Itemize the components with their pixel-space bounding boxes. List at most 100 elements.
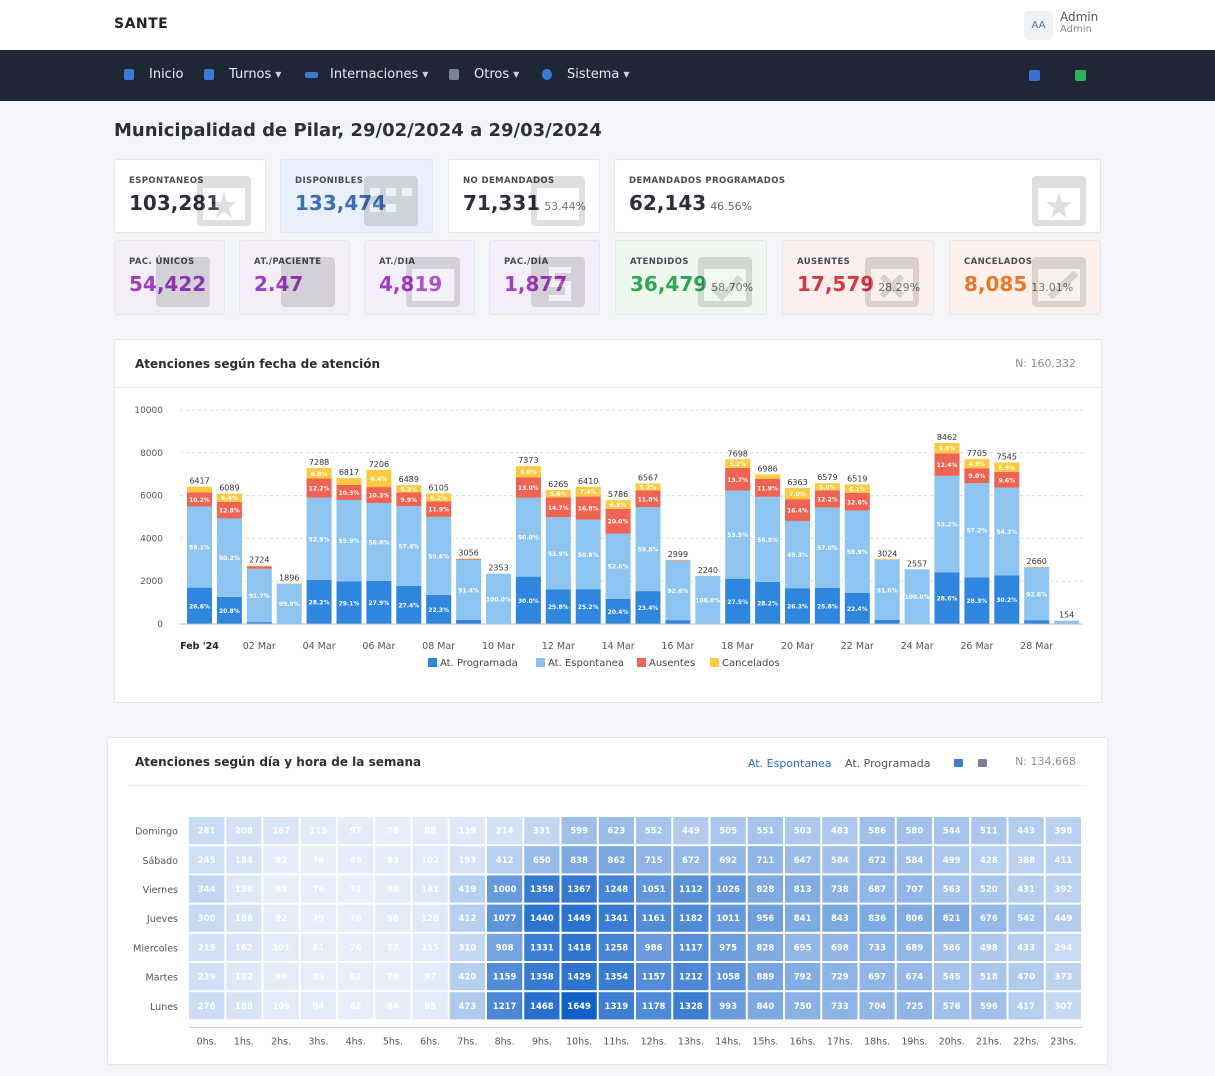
heatmap-cell <box>636 963 672 991</box>
cell-label: 208 <box>235 827 253 837</box>
card-no-demandados: NO DEMANDADOS 71,33153.44% <box>448 159 600 233</box>
data-label: 9.9% <box>400 497 417 504</box>
total-label: 5786 <box>608 490 628 499</box>
heatmap-cell <box>971 817 1007 845</box>
cell-label: 88 <box>424 827 436 837</box>
data-label: 91.7% <box>249 593 270 600</box>
data-label: 28.2% <box>309 600 330 607</box>
cell-label: 687 <box>868 885 886 895</box>
cell-label: 78 <box>350 914 362 924</box>
data-label: 28.2% <box>757 600 778 607</box>
brand-logo[interactable]: SANTE <box>114 16 169 32</box>
bar-segment <box>605 508 631 534</box>
spreadsheet-icon[interactable] <box>1075 70 1086 81</box>
panel-title: Atenciones según día y hora de la semana <box>135 755 422 769</box>
bar-segment <box>695 576 721 624</box>
calendar-alt-icon[interactable] <box>978 759 987 767</box>
chevron-down-icon: ▼ <box>422 70 429 79</box>
avatar[interactable]: AA <box>1024 11 1053 40</box>
bar-segment <box>306 580 332 624</box>
heatmap-cell <box>300 933 336 961</box>
heatmap-cell <box>263 933 299 961</box>
y-tick-label: Martes <box>146 973 178 984</box>
bar-segment <box>426 594 452 624</box>
data-label: 13.7% <box>727 477 748 484</box>
nav-label: Inicio <box>149 67 184 82</box>
cell-label: 115 <box>421 943 439 953</box>
cell-label: 1331 <box>530 943 554 953</box>
bar-segment <box>426 493 452 502</box>
x-tick-label: 0hs. <box>197 1036 217 1047</box>
calendar-five-icon <box>531 257 585 307</box>
card-value: 133,474 <box>295 191 387 215</box>
nav-item-inicio[interactable]: Inicio <box>124 67 183 82</box>
heatmap-cell <box>1045 875 1081 903</box>
cell-label: 132 <box>235 973 253 983</box>
cell-label: 115 <box>310 827 328 837</box>
heatmap-cell <box>1008 846 1044 874</box>
cell-label: 707 <box>906 885 924 895</box>
nav-item-turnos[interactable]: Turnos ▼ <box>204 67 281 82</box>
toggle-programada[interactable]: At. Programada <box>845 757 931 770</box>
x-tick-label: 15hs. <box>752 1036 778 1047</box>
user-menu[interactable]: Admin Admin <box>1060 10 1098 35</box>
total-label: 3056 <box>458 549 478 558</box>
heatmap-cell <box>338 846 374 874</box>
heatmap-cell <box>636 904 672 932</box>
cell-label: 1258 <box>605 943 629 953</box>
heatmap-cell <box>673 875 709 903</box>
heatmap-cell <box>598 817 634 845</box>
map-icon[interactable] <box>1029 70 1040 81</box>
calendar-icon <box>406 257 460 307</box>
bar-segment <box>665 559 691 561</box>
cell-label: 647 <box>794 856 812 866</box>
bar-segment <box>216 518 242 597</box>
heatmap-cell <box>1008 904 1044 932</box>
data-label: 59.1% <box>189 545 210 552</box>
panel-title: Atenciones según fecha de atención <box>135 357 381 371</box>
heatmap-cell <box>673 846 709 874</box>
cell-label: 672 <box>868 856 886 866</box>
heatmap-cell <box>375 875 411 903</box>
heatmap-cell <box>673 904 709 932</box>
calendar-icon[interactable] <box>954 759 963 767</box>
data-label: 54.3% <box>996 529 1017 536</box>
bar-segment <box>1024 620 1050 624</box>
cell-label: 1212 <box>679 973 703 983</box>
cell-label: 704 <box>868 1002 886 1012</box>
cell-label: 698 <box>831 943 849 953</box>
cell-label: 715 <box>645 856 663 866</box>
cell-label: 993 <box>719 1002 737 1012</box>
heatmap-cell <box>747 817 783 845</box>
heatmap-cell <box>971 963 1007 991</box>
nav-item-internaciones[interactable]: Internaciones ▼ <box>305 67 428 82</box>
bar-segment <box>306 497 332 581</box>
total-label: 7373 <box>518 456 538 465</box>
nav-item-sistema[interactable]: Sistema ▼ <box>542 67 630 82</box>
heatmap-cell <box>598 875 634 903</box>
cell-label: 141 <box>421 885 439 895</box>
bar-segment <box>605 598 631 624</box>
toggle-espontanea[interactable]: At. Espontanea <box>748 757 832 770</box>
heatmap-cell <box>524 992 560 1020</box>
heatmap-cell <box>561 904 597 932</box>
bar-segment <box>306 478 332 498</box>
nav-item-otros[interactable]: Otros ▼ <box>449 67 519 82</box>
heatmap-cell <box>710 963 746 991</box>
heatmap-cell <box>524 904 560 932</box>
cell-label: 1157 <box>642 973 666 983</box>
heatmap-cell <box>449 846 485 874</box>
cell-label: 1358 <box>530 973 554 983</box>
cell-label: 101 <box>272 943 290 953</box>
x-tick-label: 20 Mar <box>781 641 814 652</box>
y-tick-label: Jueves <box>146 914 178 925</box>
cell-label: 307 <box>1055 1002 1073 1012</box>
cell-label: 1354 <box>605 973 629 983</box>
bar-segment <box>366 487 392 503</box>
data-label: 10.2% <box>189 497 210 504</box>
data-label: 7.0% <box>789 491 806 498</box>
cell-label: 1217 <box>493 1002 517 1012</box>
heatmap-cell <box>561 817 597 845</box>
data-label: 57.2% <box>966 528 987 535</box>
user-name: Admin <box>1060 10 1099 24</box>
